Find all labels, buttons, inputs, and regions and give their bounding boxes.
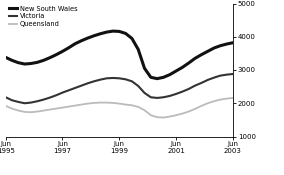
Legend: New South Wales, Victoria, Queensland: New South Wales, Victoria, Queensland (9, 5, 77, 27)
